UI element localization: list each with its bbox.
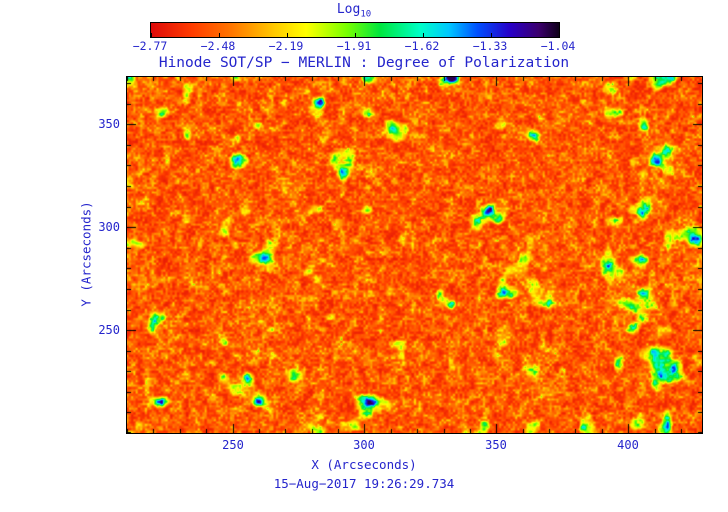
date-caption: 15−Aug−2017 19:26:29.734: [273, 476, 455, 491]
colorbar-tick-label: −2.19: [268, 39, 304, 53]
colorbar-tick-label: −1.62: [404, 39, 440, 53]
colorbar-tick-label: −2.77: [132, 39, 168, 53]
colorbar-tick-label: −2.48: [200, 39, 236, 53]
x-axis-label: X (Arcseconds): [311, 457, 417, 472]
plot-title: Hinode SOT/SP − MERLIN : Degree of Polar…: [158, 55, 570, 71]
colorbar-tick-mark: [151, 33, 152, 37]
y-tick-label: 300: [98, 220, 120, 234]
colorbar-tick-mark: [355, 33, 356, 37]
plot-frame: [126, 76, 703, 434]
colorbar-tick-labels: −2.77 −2.48 −2.19 −1.91 −1.62 −1.33 −1.04: [133, 39, 576, 53]
colorbar-tick-mark: [218, 33, 220, 37]
colorbar-tick-mark: [422, 33, 424, 37]
colorbar-tick-label: −1.91: [336, 39, 372, 53]
colorbar-title-subscript: 10: [360, 9, 372, 20]
y-axis-label: Y (Arcseconds): [78, 201, 94, 307]
x-tick-label: 250: [222, 438, 244, 452]
colorbar-title: Log10: [0, 2, 708, 20]
x-tick-label: 300: [353, 438, 375, 452]
colorbar-tick-mark: [491, 33, 492, 37]
colorbar-tick-label: −1.04: [540, 39, 576, 53]
heatmap-canvas: [127, 77, 702, 433]
y-tick-label: 350: [98, 117, 120, 131]
x-tick-label: 400: [617, 438, 639, 452]
x-axis-tick-labels: 250 300 350 400: [0, 438, 728, 453]
y-tick-label: 250: [98, 323, 120, 337]
x-tick-label: 350: [485, 438, 507, 452]
colorbar-tick-label: −1.33: [472, 39, 508, 53]
colorbar-tick-mark: [286, 33, 288, 37]
colorbar-title-text: Log: [336, 2, 361, 17]
colorbar-tick-mark: [559, 33, 560, 37]
colorbar: [150, 22, 560, 38]
